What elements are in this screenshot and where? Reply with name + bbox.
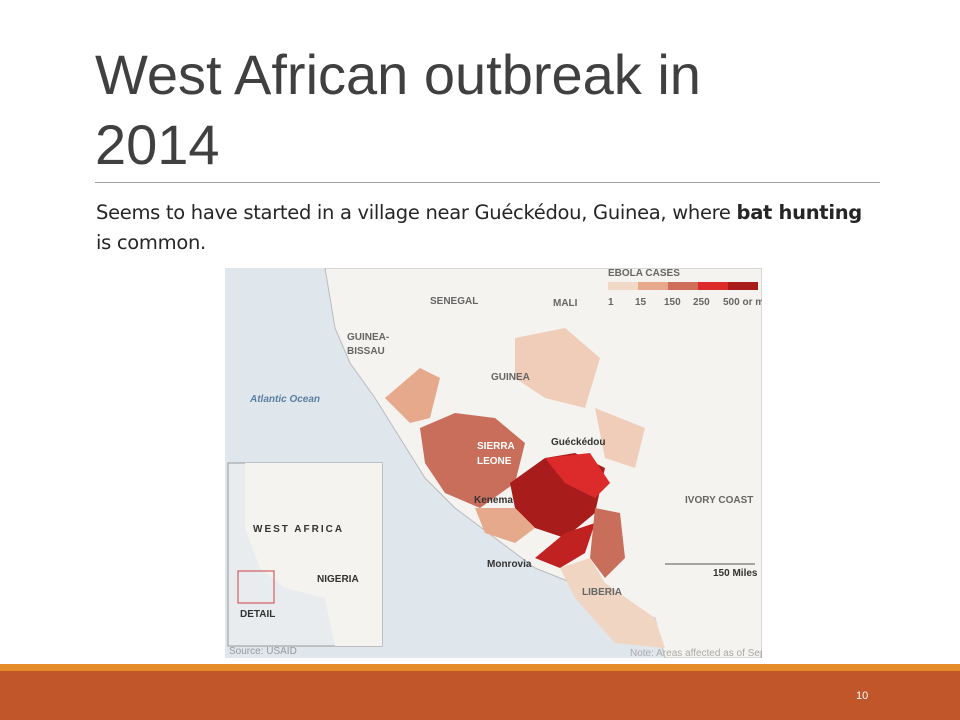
- map-label: Kenema: [474, 495, 513, 506]
- map-label: LEONE: [477, 456, 512, 467]
- title-line: 2014: [95, 113, 220, 176]
- map-label: SENEGAL: [430, 296, 478, 307]
- legend-title: EBOLA CASES: [608, 268, 680, 279]
- map: EBOLA CASES 1 15 150 250 500 or more SEN…: [225, 268, 762, 658]
- bold-text: bat hunting: [736, 201, 863, 224]
- map-label: IVORY COAST: [685, 495, 753, 506]
- inset-label: NIGERIA: [317, 574, 359, 585]
- legend-tick: 15: [635, 297, 647, 308]
- region: [590, 508, 625, 578]
- inset-land: [245, 463, 382, 646]
- text: Seems to have started in a village near …: [96, 201, 737, 224]
- legend-tick: 250: [693, 297, 710, 308]
- region: [595, 408, 645, 468]
- map-label: GUINEA: [491, 372, 530, 383]
- region: [475, 508, 535, 543]
- detail-box: [237, 570, 275, 604]
- liberia: [560, 558, 665, 648]
- legend-swatches: [608, 282, 758, 290]
- legend-tick: 500 or more: [723, 297, 762, 308]
- text: is common.: [96, 231, 206, 254]
- inset-title: WEST AFRICA: [253, 524, 344, 535]
- legend-tick: 150: [664, 297, 681, 308]
- body-text: Seems to have started in a village near …: [96, 198, 876, 258]
- footer-bar: [0, 671, 960, 720]
- monrovia-area: [535, 523, 595, 568]
- page-number: 10: [856, 690, 869, 702]
- source: Source: USAID: [229, 646, 297, 657]
- note: Note: Areas affected as of Sept. 29: [630, 648, 762, 658]
- sierra-leone: [420, 413, 525, 508]
- title-rule: [95, 182, 880, 183]
- title: West African outbreak in 2014: [95, 40, 701, 180]
- map-label: 150 Miles: [713, 568, 758, 579]
- title-line: West African outbreak in: [95, 43, 701, 106]
- map-label: MALI: [553, 298, 578, 309]
- map-label: LIBERIA: [582, 587, 622, 598]
- region: [385, 368, 440, 423]
- inset-label: DETAIL: [240, 609, 275, 620]
- map-label: GUINEA-: [347, 332, 389, 343]
- region: [515, 328, 600, 408]
- map-label: BISSAU: [347, 346, 385, 357]
- footer-stripe: [0, 664, 960, 671]
- map-label: Monrovia: [487, 559, 532, 570]
- map-label: Guéckédou: [551, 437, 605, 448]
- region-high: [545, 453, 610, 498]
- legend-tick: 1: [608, 297, 614, 308]
- map-label: Atlantic Ocean: [249, 394, 320, 405]
- map-label: SIERRA: [477, 441, 515, 452]
